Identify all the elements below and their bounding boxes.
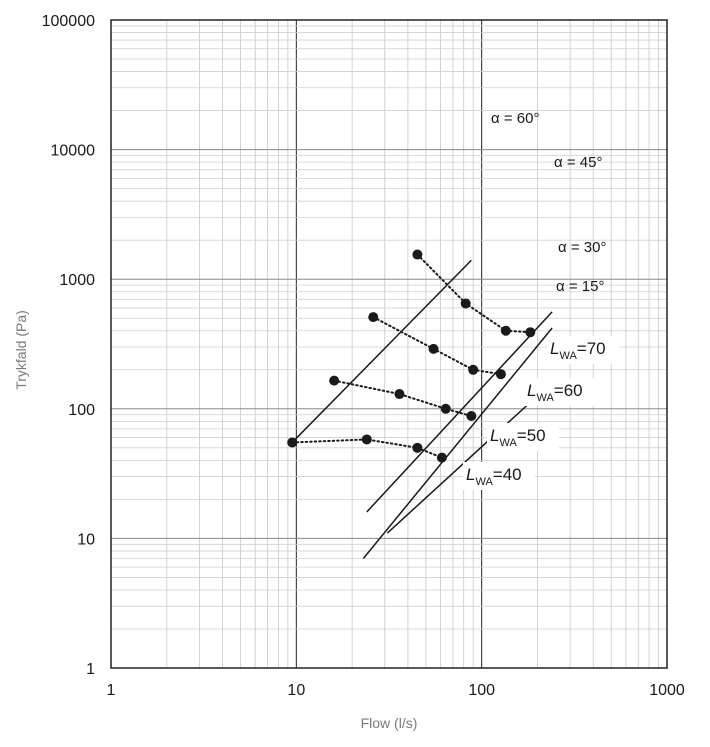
- lwa-label-bg: [487, 423, 559, 451]
- data-point: [440, 403, 451, 414]
- lwa-label-sub: WA: [536, 392, 554, 404]
- lwa-label-bg: [547, 336, 619, 364]
- data-point: [412, 442, 423, 453]
- lwa-dotted-line: [372, 316, 502, 376]
- lwa-label: LWA=40: [466, 465, 522, 488]
- y-axis-label: Trykfald (Pa): [13, 310, 29, 390]
- lwa-label-main: L: [550, 339, 559, 358]
- angle-line: [362, 327, 553, 559]
- series-layer: [291, 253, 553, 559]
- lwa-label-main: L: [490, 426, 499, 445]
- data-point: [287, 437, 298, 448]
- data-point: [468, 364, 479, 375]
- x-tick-label: 1: [107, 682, 116, 699]
- points-layer: [287, 249, 536, 463]
- x-tick-labels: 1 10 100 1000: [107, 682, 685, 699]
- y-tick-label: 1: [86, 661, 95, 678]
- plot-frame: [110, 19, 668, 669]
- angle-line: [291, 259, 472, 443]
- lwa-label: LWA=60: [527, 381, 583, 404]
- data-point: [361, 434, 372, 445]
- data-point: [368, 312, 379, 323]
- series-labels: α = 60°α = 45°α = 30°α = 15°LWA=70LWA=60…: [463, 110, 619, 490]
- x-tick-label: 100: [468, 682, 495, 699]
- lwa-label-sub: WA: [475, 476, 493, 488]
- x-tick-label: 10: [287, 682, 305, 699]
- x-axis-label: Flow (l/s): [361, 715, 418, 731]
- y-tick-label: 10: [77, 531, 95, 548]
- angle-line: [386, 381, 553, 534]
- lwa-label-main: L: [527, 381, 536, 400]
- data-point: [428, 343, 439, 354]
- lwa-dotted-line: [416, 253, 532, 334]
- lwa-dotted-line: [291, 438, 443, 459]
- data-point: [495, 369, 506, 380]
- lwa-label-value: =70: [577, 339, 606, 358]
- lwa-label: LWA=70: [550, 339, 606, 362]
- lwa-label-value: =60: [554, 381, 583, 400]
- x-tick-label: 1000: [649, 682, 685, 699]
- data-point: [466, 410, 477, 421]
- data-point: [500, 325, 511, 336]
- grid: [110, 20, 667, 669]
- lwa-label-value: =40: [493, 465, 522, 484]
- data-point: [436, 452, 447, 463]
- data-point: [460, 298, 471, 309]
- y-tick-label: 10000: [51, 143, 96, 160]
- data-point: [525, 327, 536, 338]
- angle-label: α = 45°: [554, 154, 602, 171]
- lwa-label-sub: WA: [499, 437, 517, 449]
- y-tick-label: 1000: [59, 272, 95, 289]
- lwa-label-bg: [463, 462, 535, 490]
- angle-label: α = 60°: [491, 110, 539, 127]
- lwa-label-value: =50: [517, 426, 546, 445]
- angle-label: α = 30°: [558, 239, 606, 256]
- data-point: [412, 249, 423, 260]
- lwa-label: LWA=50: [490, 426, 546, 449]
- y-tick-label: 100: [68, 402, 95, 419]
- data-point: [394, 389, 405, 400]
- data-point: [329, 375, 340, 386]
- angle-line: [366, 311, 553, 513]
- lwa-label-sub: WA: [559, 350, 577, 362]
- lwa-label-bg: [524, 378, 596, 406]
- lwa-dotted-line: [333, 379, 473, 417]
- y-tick-label: 100000: [42, 13, 95, 30]
- lwa-label-main: L: [466, 465, 475, 484]
- angle-label: α = 15°: [556, 278, 604, 295]
- y-tick-labels: 1 10 100 1000 10000 100000: [42, 13, 95, 678]
